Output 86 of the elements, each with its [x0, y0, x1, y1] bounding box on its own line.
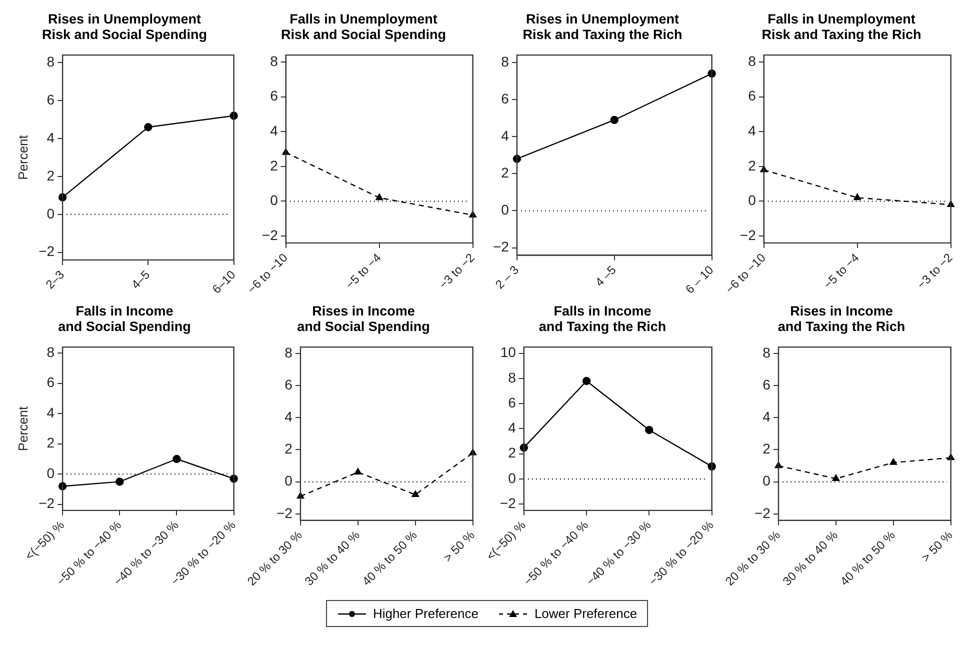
- x-tick-label: 2 – 3: [492, 262, 522, 292]
- legend-label: Higher Preference: [372, 606, 478, 621]
- point: [890, 458, 897, 465]
- x-tick-label: −3 to −2: [914, 250, 956, 292]
- x-tick-label: 2–3: [42, 267, 68, 292]
- y-tick-label: −2: [276, 504, 293, 521]
- point: [354, 468, 362, 475]
- x-tick-label: > 50 %: [440, 528, 478, 565]
- y-tick-label: 6: [501, 90, 510, 106]
- point: [645, 426, 654, 434]
- y-tick-label: 8: [508, 369, 516, 386]
- y-tick-label: 4: [46, 404, 55, 420]
- y-tick-label: 2: [46, 167, 55, 184]
- chart-title: Falls in Income and Taxing the Rich: [538, 303, 666, 334]
- x-tick-label: −6 to −10: [244, 250, 291, 296]
- x-tick-label: 4 –5: [592, 262, 620, 290]
- y-tick-label: 4: [762, 408, 771, 425]
- y-tick-label: 4: [508, 420, 516, 436]
- y-tick-label: 8: [762, 344, 771, 360]
- y-tick-label: 8: [270, 52, 278, 69]
- point: [412, 490, 419, 498]
- y-tick-label: 8: [748, 52, 756, 69]
- chart-title: Falls in Unemployment Risk and Taxing the Rich: [762, 11, 922, 42]
- y-axis-title: Percent: [15, 134, 30, 180]
- y-tick-label: −2: [754, 504, 771, 521]
- chart-title: Rises in Income and Social Spending: [297, 303, 430, 334]
- point: [832, 474, 840, 481]
- y-tick-label: 2: [748, 157, 756, 174]
- y-tick-label: 6: [46, 91, 55, 108]
- x-tick-label: −3 to −2: [436, 250, 478, 292]
- y-tick-label: 0: [748, 192, 756, 208]
- y-tick-label: 6: [762, 376, 771, 392]
- y-tick-label: 4: [284, 408, 293, 425]
- y-axis-title: Percent: [15, 406, 30, 452]
- legend-label: Lower Preference: [534, 606, 638, 621]
- y-tick-label: 0: [46, 205, 55, 222]
- y-tick-label: 0: [501, 202, 510, 218]
- chart-title: Falls in Income and Social Spending: [58, 303, 191, 334]
- y-tick-label: 2: [762, 440, 771, 457]
- y-tick-label: 2: [501, 164, 510, 181]
- chart-title: Rises in Unemployment Risk and Taxing the Rich: [522, 11, 682, 42]
- y-tick-label: −2: [262, 226, 278, 243]
- point: [172, 454, 181, 464]
- x-tick-label: 6 – 10: [682, 262, 717, 296]
- y-tick-label: 8: [46, 54, 55, 70]
- chart-title: Rises in Income and Taxing the Rich: [778, 303, 906, 334]
- y-tick-label: −2: [492, 238, 510, 255]
- y-tick-label: −2: [38, 495, 55, 512]
- y-tick-label: 2: [508, 444, 516, 461]
- y-tick-label: 0: [270, 192, 278, 208]
- y-tick-label: 6: [508, 394, 516, 410]
- y-tick-label: 0: [508, 470, 516, 486]
- y-tick-label: 0: [46, 464, 55, 481]
- x-tick-label: −6 to −10: [722, 250, 769, 296]
- y-tick-label: 10: [500, 344, 516, 360]
- x-tick-label: −5 to −4: [342, 250, 384, 292]
- y-tick-label: 0: [284, 472, 293, 489]
- x-tick-label: 4–5: [128, 267, 153, 292]
- y-tick-label: 6: [748, 88, 756, 104]
- y-tick-label: −2: [38, 243, 55, 260]
- y-tick-label: −2: [740, 226, 756, 243]
- y-tick-label: 4: [501, 127, 510, 144]
- y-tick-label: 4: [748, 122, 756, 138]
- y-tick-label: 8: [501, 53, 510, 70]
- y-tick-label: 4: [270, 122, 278, 138]
- point: [376, 194, 383, 200]
- y-tick-label: −2: [500, 495, 516, 512]
- y-tick-label: 8: [284, 344, 293, 360]
- y-tick-label: 4: [46, 129, 55, 146]
- y-tick-label: 2: [46, 434, 55, 451]
- y-tick-label: 8: [46, 344, 55, 360]
- y-tick-label: 0: [762, 472, 771, 489]
- point: [610, 116, 618, 124]
- point: [854, 194, 861, 200]
- point: [582, 376, 591, 386]
- y-tick-label: 6: [270, 88, 278, 104]
- y-tick-label: 6: [46, 374, 55, 390]
- point: [116, 478, 124, 486]
- point: [144, 123, 152, 132]
- y-tick-label: 2: [284, 440, 293, 457]
- x-tick-label: −5 to −4: [820, 250, 862, 292]
- x-tick-label: > 50 %: [918, 528, 956, 565]
- chart-title: Rises in Unemployment Risk and Social Spending: [42, 11, 208, 42]
- chart-title: Falls in Unemployment Risk and Social Spending: [280, 11, 446, 42]
- y-tick-label: 2: [270, 157, 278, 174]
- y-tick-label: 6: [284, 376, 293, 392]
